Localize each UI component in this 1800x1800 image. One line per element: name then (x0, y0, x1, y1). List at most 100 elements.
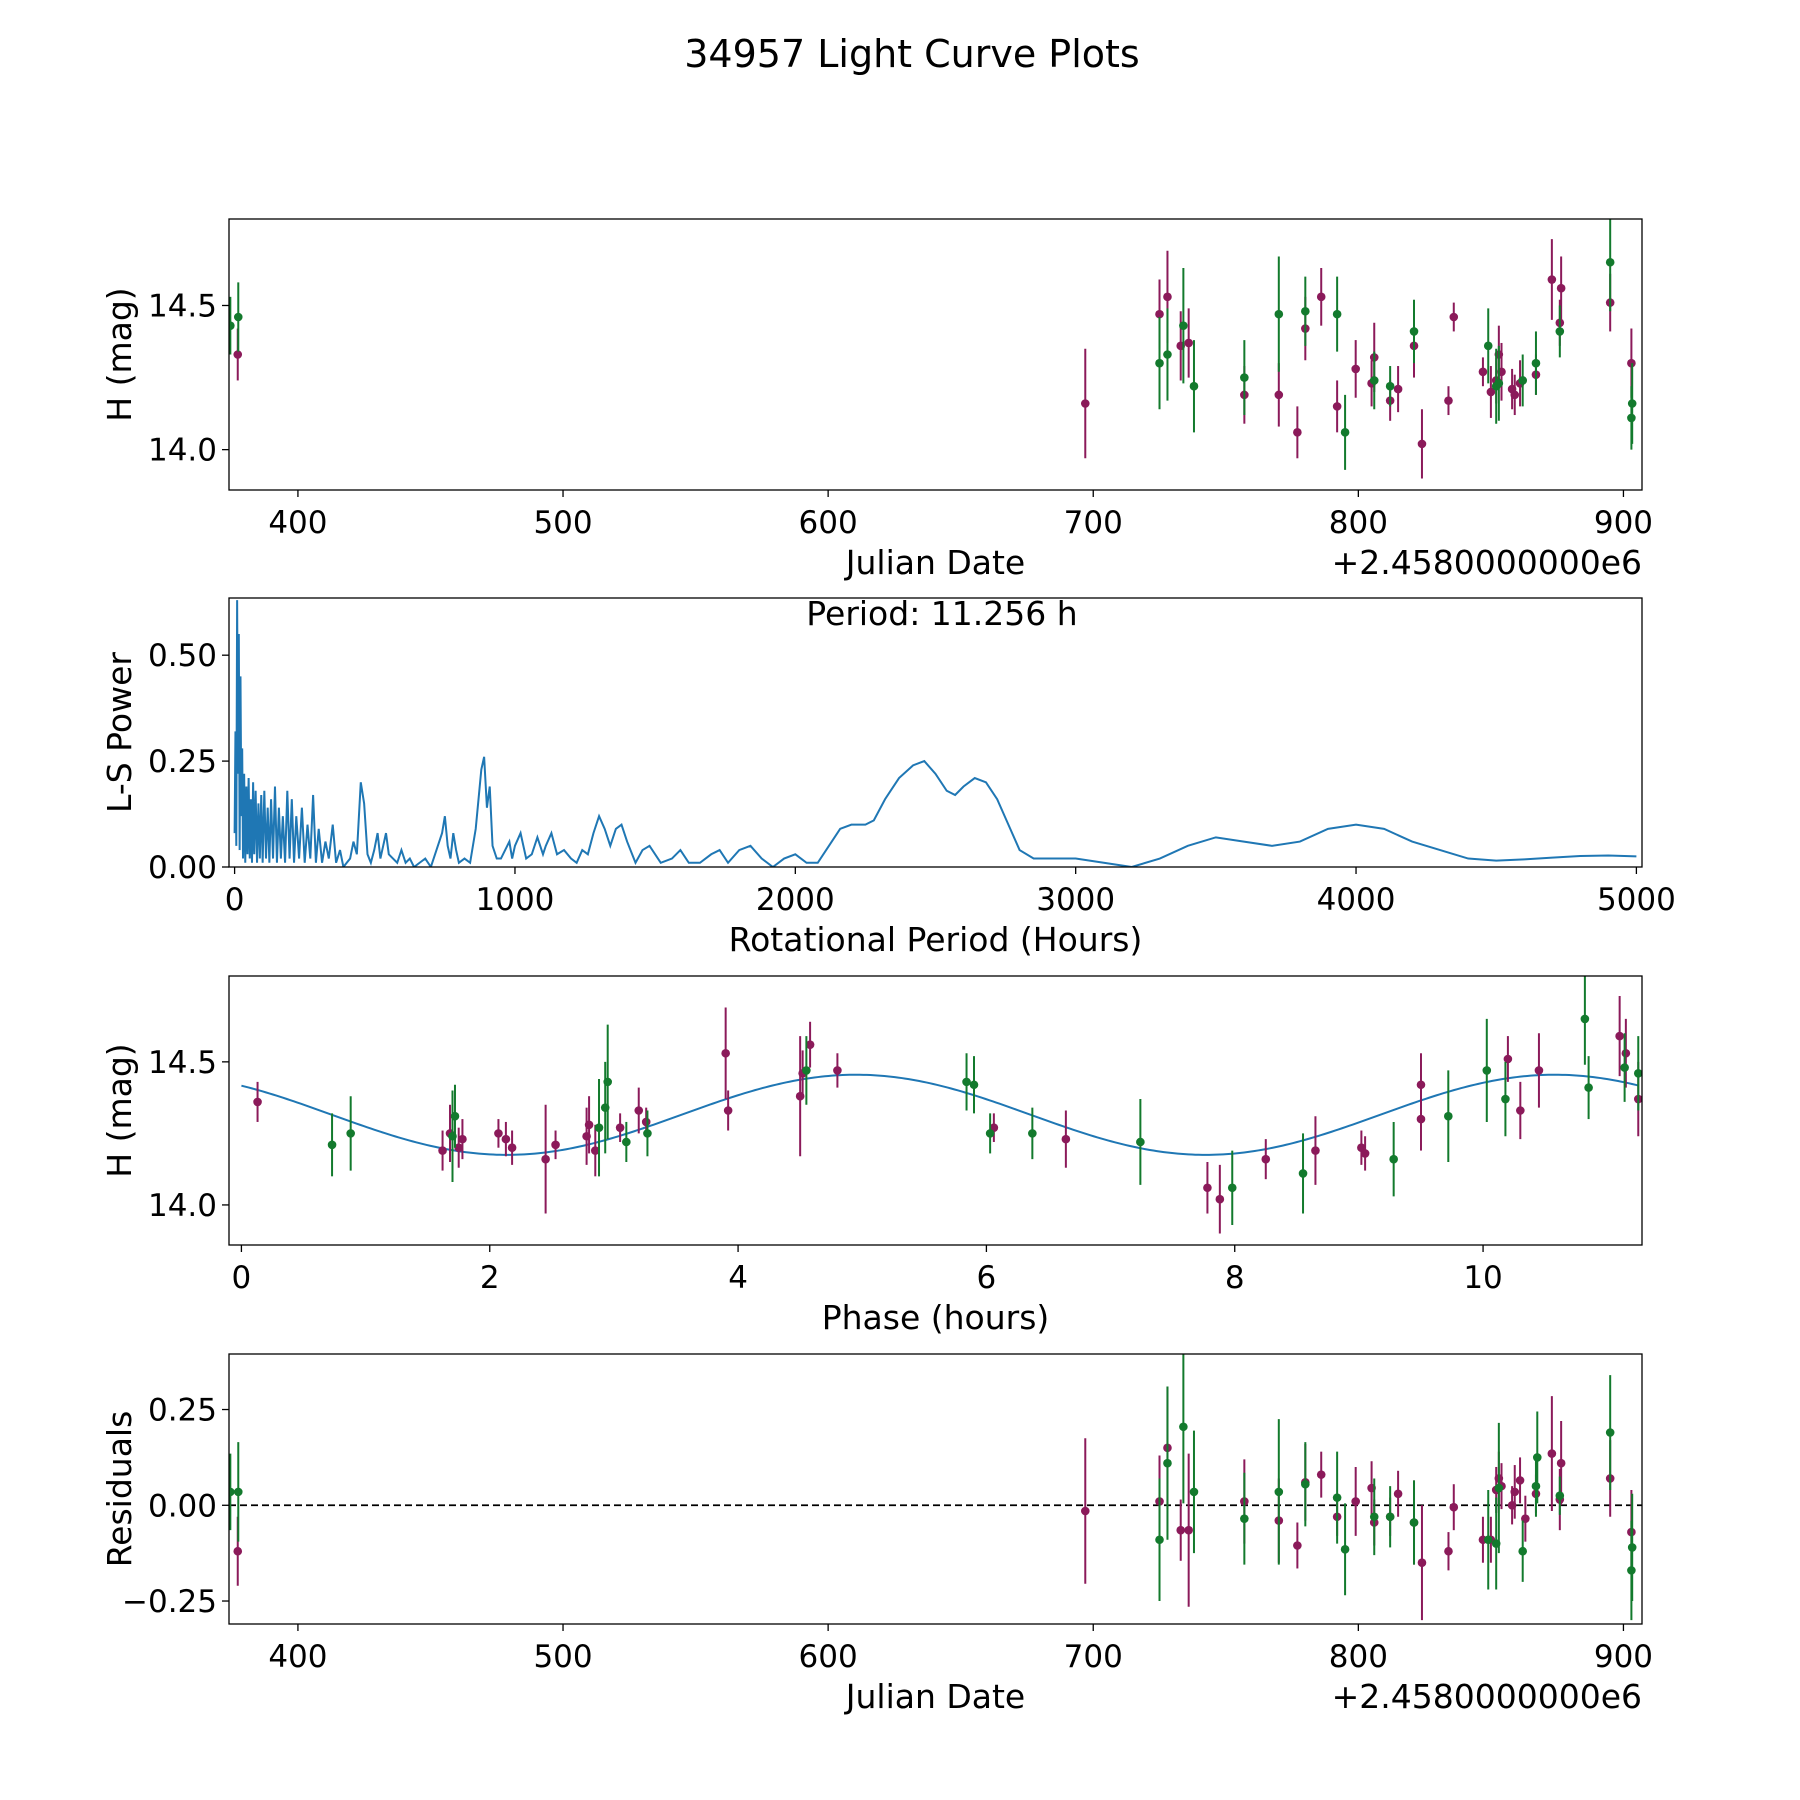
data-point-purple (233, 350, 243, 359)
y-tick-label: 14.0 (148, 1188, 217, 1224)
x-tick-label: 600 (799, 1639, 858, 1675)
data-point-green (1136, 1137, 1145, 1147)
figure-title: 34957 Light Curve Plots (684, 32, 1139, 76)
data-point-purple (1176, 1525, 1186, 1535)
axes-frame (228, 597, 1643, 868)
data-point-green (1340, 1545, 1350, 1554)
x-offset-label: +2.4580000000e6 (1332, 543, 1642, 582)
x-tick-label: 500 (533, 505, 592, 541)
data-point-green (1301, 306, 1310, 316)
data-point-purple (1478, 367, 1488, 377)
x-tick-label: 400 (268, 505, 327, 541)
phased-data (241, 976, 1642, 1234)
data-point-purple (494, 1129, 503, 1138)
x-tick-label: 700 (1064, 1639, 1123, 1675)
data-point-purple (1163, 292, 1172, 302)
data-point-purple (1516, 1106, 1525, 1115)
y-axis-label: L-S Power (100, 652, 139, 813)
data-point-green (1369, 1512, 1379, 1522)
axes-frame (228, 1353, 1643, 1625)
y-tick-label: 14.5 (148, 1045, 217, 1081)
data-point-green (1483, 1535, 1493, 1545)
data-point-green (1332, 1493, 1342, 1502)
data-point-purple (723, 1106, 733, 1115)
data-point-purple (438, 1146, 447, 1155)
x-axis-label: Rotational Period (Hours) (729, 920, 1143, 959)
data-point-green (622, 1137, 631, 1147)
data-point-purple (1261, 1154, 1271, 1164)
data-point-purple (551, 1140, 560, 1150)
data-point-green (1555, 1491, 1565, 1501)
data-point-green (1532, 1453, 1542, 1462)
data-point-green (1584, 1083, 1593, 1092)
data-point-purple (1393, 384, 1403, 394)
data-point-green (1179, 1422, 1188, 1432)
data-point-green (1369, 376, 1379, 385)
data-point-purple (501, 1134, 511, 1144)
data-point-green (1531, 358, 1541, 368)
data-point-purple (1547, 275, 1557, 284)
data-point-green (985, 1129, 995, 1138)
data-point-green (1409, 1518, 1419, 1527)
data-point-purple (1556, 283, 1566, 293)
data-point-purple (1080, 399, 1090, 408)
data-point-purple (507, 1143, 517, 1153)
data-point-purple (590, 1146, 600, 1155)
data-point-green (1518, 376, 1528, 385)
data-point-purple (233, 1546, 243, 1556)
data-point-green (229, 321, 235, 330)
data-point-purple (1393, 1489, 1403, 1499)
data-point-purple (805, 1040, 815, 1049)
x-tick-label: 3000 (1036, 882, 1115, 918)
data-point-purple (1274, 390, 1284, 400)
data-point-purple (1360, 1149, 1370, 1158)
data-point-purple (1444, 396, 1453, 405)
y-axis-label: H (mag) (100, 1043, 139, 1177)
data-point-purple (1547, 1449, 1557, 1458)
x-tick-label: 800 (1329, 505, 1388, 541)
data-point-green (1163, 1458, 1172, 1468)
data-point-green (229, 1487, 235, 1497)
data-point-purple (634, 1106, 644, 1115)
panel-lightcurve: 400 500 600 700 800 900 14.0 14.5 Julian Date H (… (100, 218, 1653, 582)
data-point-green (1301, 1479, 1310, 1489)
x-tick-label: 600 (799, 505, 858, 541)
data-point-purple (541, 1154, 550, 1164)
data-point-purple (1534, 1066, 1544, 1075)
data-point-green (1385, 381, 1395, 391)
data-point-green (1298, 1169, 1308, 1178)
data-point-green (346, 1129, 355, 1138)
data-point-green (1274, 309, 1284, 319)
data-point-purple (1416, 1114, 1426, 1124)
y-tick-label: 14.0 (148, 433, 217, 469)
data-point-green (1627, 399, 1637, 408)
lightcurve-data (229, 219, 1637, 479)
x-tick-label: 0 (225, 882, 245, 918)
data-point-green (1409, 327, 1419, 336)
data-point-green (1179, 321, 1188, 330)
x-tick-label: 500 (533, 1639, 592, 1675)
data-point-purple (1615, 1031, 1624, 1041)
data-point-purple (1215, 1194, 1225, 1204)
data-point-green (1633, 1068, 1642, 1078)
data-point-green (1627, 1543, 1637, 1552)
data-point-green (1340, 428, 1350, 437)
x-tick-label: 10 (1463, 1260, 1502, 1296)
data-point-purple (721, 1048, 730, 1058)
data-point-purple (1449, 1502, 1459, 1512)
data-point-green (1274, 1487, 1284, 1497)
data-point-green (1155, 358, 1164, 368)
panel-residuals: 400 500 600 700 800 900 −0.25 0.00 0.25 Julian Da… (100, 1353, 1653, 1716)
data-point-green (1605, 257, 1615, 267)
data-point-green (1189, 381, 1199, 391)
data-point-green (1240, 1514, 1249, 1523)
data-point-green (1494, 1483, 1504, 1493)
x-tick-label: 800 (1329, 1639, 1388, 1675)
data-point-green (1531, 1481, 1541, 1491)
y-axis-label: Residuals (100, 1411, 139, 1568)
y-axis-label: H (mag) (100, 287, 139, 421)
data-point-purple (1184, 1525, 1193, 1535)
x-axis-label: Phase (hours) (822, 1298, 1050, 1337)
data-point-green (1163, 350, 1172, 359)
